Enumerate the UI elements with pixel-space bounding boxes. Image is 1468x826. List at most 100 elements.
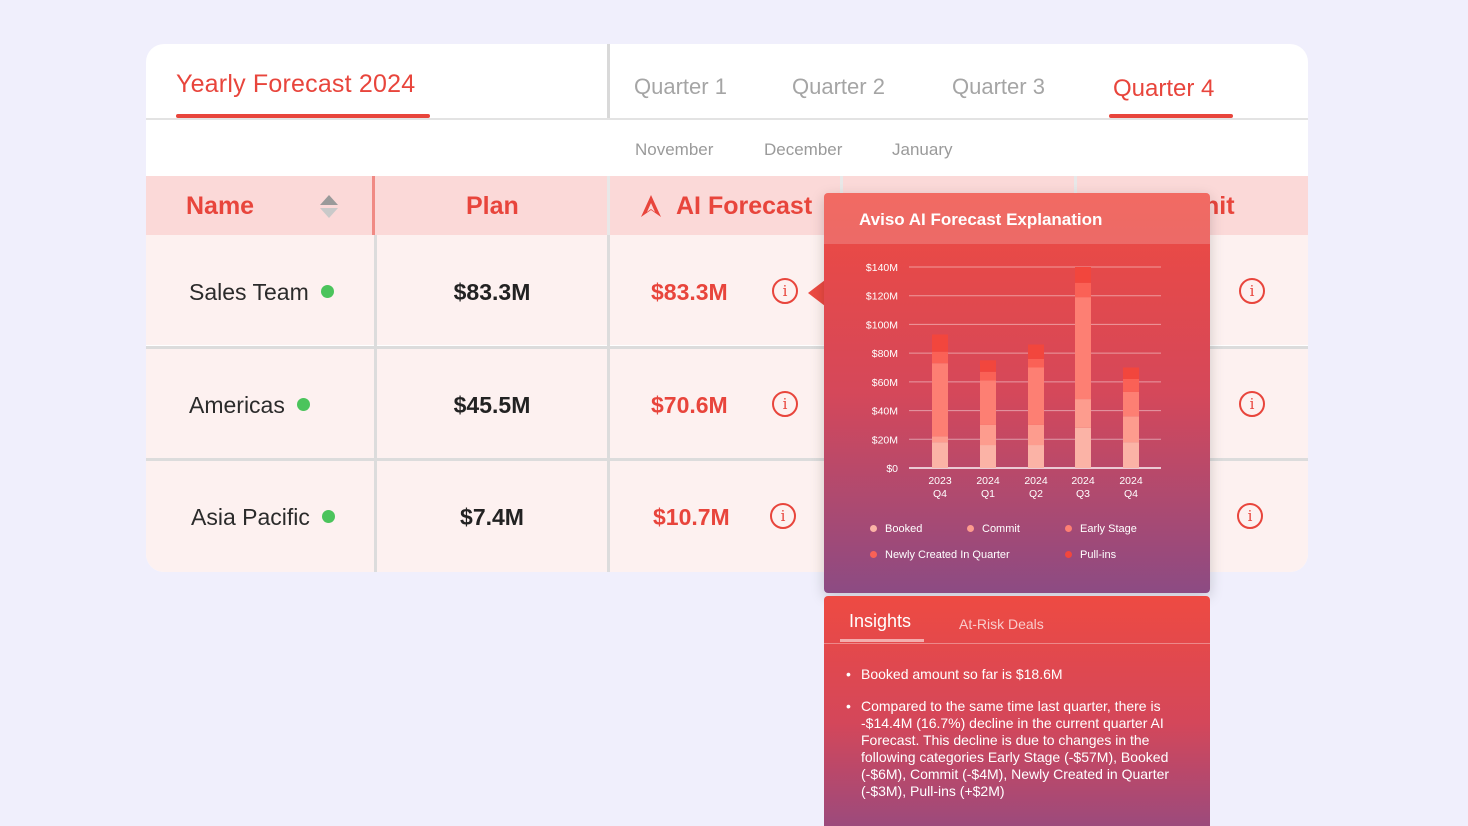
legend-label: Early Stage <box>1080 523 1137 535</box>
divider <box>146 118 1308 120</box>
row-divider <box>146 458 1308 461</box>
x-tick-label: Q4 <box>1124 488 1138 500</box>
info-icon[interactable]: i <box>772 391 798 417</box>
y-tick-label: $140M <box>866 262 898 274</box>
row-name: Americas <box>189 392 310 419</box>
active-tab-indicator <box>1109 114 1233 118</box>
bar-segment-booked <box>1075 427 1091 468</box>
bar-segment-pull-ins <box>1028 344 1044 359</box>
tab-quarter-3[interactable]: Quarter 3 <box>952 74 1045 99</box>
ai-forecast-value: $83.3M <box>651 279 728 305</box>
row-name-text: Sales Team <box>189 279 309 305</box>
column-divider <box>374 235 377 572</box>
plan-value: $83.3M <box>453 279 531 305</box>
column-divider <box>607 235 610 572</box>
x-tick-label: Q1 <box>981 488 995 500</box>
bar-segment-commit <box>932 436 948 443</box>
row-name: Sales Team <box>189 279 334 306</box>
bar-segment-pull-ins <box>980 360 996 372</box>
status-dot <box>321 510 335 523</box>
popup-header <box>824 193 1210 244</box>
info-icon[interactable]: i <box>772 278 798 304</box>
column-header-plan[interactable]: Plan <box>466 192 519 220</box>
popup-pointer <box>808 280 825 306</box>
bar-segment-commit <box>980 424 996 446</box>
legend-label: Booked <box>885 523 923 535</box>
bar-segment-newly-created-in-quarter <box>980 371 996 381</box>
popup-title: Aviso AI Forecast Explanation <box>859 210 1103 229</box>
legend-dot <box>967 525 974 532</box>
legend-item[interactable]: Booked <box>870 523 922 535</box>
bar-segment-early-stage <box>980 380 996 425</box>
x-tick-label: 2023 <box>928 475 952 487</box>
x-tick-label: 2024 <box>976 475 1000 487</box>
column-divider <box>372 176 375 235</box>
y-tick-label: $100M <box>866 319 898 331</box>
legend-dot <box>1065 551 1072 558</box>
status-dot <box>296 398 310 411</box>
stacked-bar-chart: $0$20M$40M$60M$80M$100M$120M$140M2023Q42… <box>866 262 1161 500</box>
bar-segment-newly-created-in-quarter <box>1123 378 1139 392</box>
bar-segment-early-stage <box>1028 367 1044 425</box>
tab-yearly-forecast[interactable]: Yearly Forecast 2024 <box>176 70 416 98</box>
bar-segment-early-stage <box>932 363 948 437</box>
legend-label: Pull-ins <box>1080 549 1117 561</box>
tab-insights[interactable]: Insights <box>849 611 912 631</box>
legend-item[interactable]: Commit <box>967 523 1020 535</box>
legend-item[interactable]: Early Stage <box>1065 523 1137 535</box>
plan-value: $7.4M <box>460 504 524 530</box>
month-december[interactable]: December <box>764 140 843 159</box>
legend-item[interactable]: Pull-ins <box>1065 549 1116 561</box>
y-tick-label: $40M <box>872 406 898 418</box>
bar-segment-pull-ins <box>1075 267 1091 283</box>
column-divider <box>607 176 610 235</box>
status-dot <box>320 285 334 298</box>
column-header-ai-forecast[interactable]: AI Forecast <box>676 192 813 220</box>
legend-dot <box>870 525 877 532</box>
active-tab-indicator <box>840 639 924 642</box>
insight-item: Booked amount so far is $18.6M <box>846 666 1196 683</box>
tab-quarter-2[interactable]: Quarter 2 <box>792 74 885 99</box>
bar-segment-pull-ins <box>1123 367 1139 379</box>
bar-segment-newly-created-in-quarter <box>1028 358 1044 368</box>
insight-item: Compared to the same time last quarter, … <box>846 698 1196 800</box>
ai-forecast-value: $70.6M <box>651 392 728 418</box>
legend-item[interactable]: Newly Created In Quarter <box>870 549 1010 561</box>
x-tick-label: 2024 <box>1119 475 1143 487</box>
sort-icon[interactable] <box>320 195 338 219</box>
x-tick-label: Q3 <box>1076 488 1090 500</box>
bar-segment-commit <box>1123 416 1139 443</box>
legend-dot <box>870 551 877 558</box>
row-name-text: Asia Pacific <box>191 504 310 530</box>
ai-forecast-value: $10.7M <box>653 504 730 530</box>
month-november[interactable]: November <box>635 140 714 159</box>
insights-list: Booked amount so far is $18.6M Compared … <box>846 666 1196 815</box>
y-tick-label: $20M <box>872 434 898 446</box>
divider <box>824 643 1210 644</box>
y-tick-label: $0 <box>886 463 898 475</box>
info-icon[interactable]: i <box>1237 503 1263 529</box>
month-january[interactable]: January <box>892 140 953 159</box>
info-icon[interactable]: i <box>770 503 796 529</box>
y-tick-label: $80M <box>872 348 898 360</box>
ai-forecast-explanation-popup: Aviso AI Forecast Explanation $0 $20M $40M… <box>824 193 1210 593</box>
tab-at-risk-deals[interactable]: At-Risk Deals <box>959 616 1044 632</box>
bar-segment-pull-ins <box>932 334 948 352</box>
bar-segment-booked <box>1028 445 1044 468</box>
info-icon[interactable]: i <box>1239 278 1265 304</box>
x-tick-label: 2024 <box>1024 475 1048 487</box>
bar-segment-newly-created-in-quarter <box>1075 282 1091 298</box>
tab-quarter-4[interactable]: Quarter 4 <box>1113 75 1215 102</box>
legend-label: Commit <box>982 523 1020 535</box>
info-icon[interactable]: i <box>1239 391 1265 417</box>
x-tick-label: Q4 <box>933 488 947 500</box>
bar-segment-commit <box>1075 399 1091 428</box>
bar-segment-booked <box>980 445 996 468</box>
bar-segment-booked <box>932 442 948 468</box>
row-name-text: Americas <box>189 392 285 418</box>
tab-quarter-1[interactable]: Quarter 1 <box>634 74 727 99</box>
bar-segment-commit <box>1028 424 1044 446</box>
bar-segment-booked <box>1123 442 1139 468</box>
bar-segment-newly-created-in-quarter <box>932 351 948 364</box>
column-header-name[interactable]: Name <box>186 192 255 220</box>
